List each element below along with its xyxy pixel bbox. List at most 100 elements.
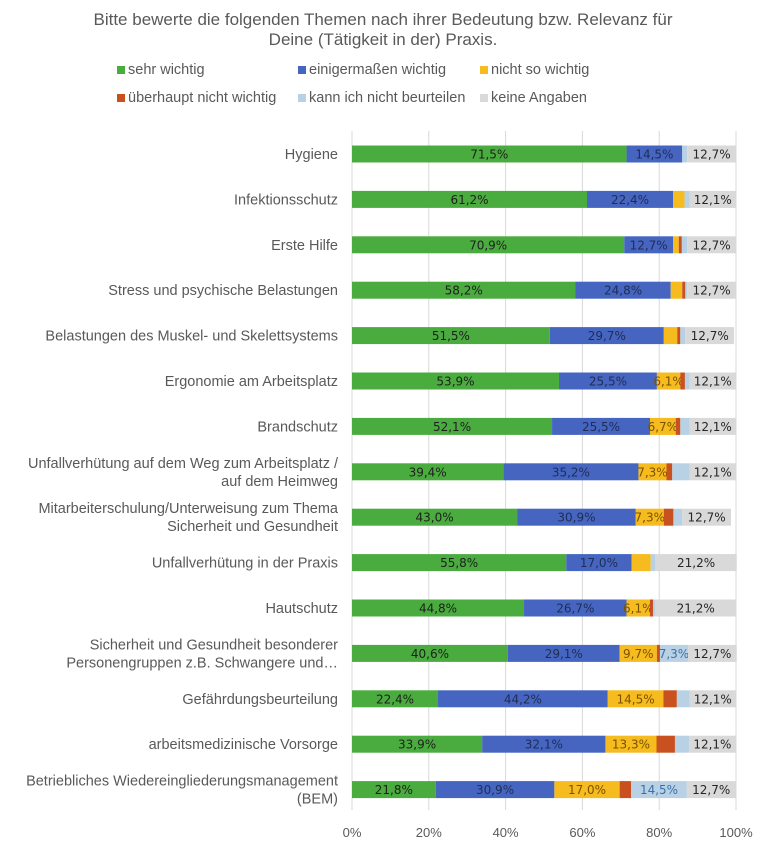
bar-segment-kann-ich-nicht-beurteilen [682,145,688,163]
data-label: 12,1% [694,375,732,389]
data-label: 17,0% [580,556,618,570]
bar-segment-nicht-so-wichtig [626,599,650,617]
bar-segment-sehr-wichtig [352,735,483,753]
bar-segment-keine-angaben [689,735,736,753]
data-label: 35,2% [552,465,590,479]
bar-segment-überhaupt-nicht-wichtig [649,599,654,617]
bar-segment-überhaupt-nicht-wichtig [656,644,660,662]
bar-segment-einigermaßen-wichtig [435,781,555,799]
legend: sehr wichtig einigermaßen wichtig nicht so… [117,62,589,106]
bar-segment-keine-angaben [655,554,737,572]
bar-segment-sehr-wichtig [352,554,567,572]
bar-segment-nicht-so-wichtig [649,417,676,435]
bar-segment-nicht-so-wichtig [670,281,683,299]
bar-segment-kann-ich-nicht-beurteilen [672,463,690,481]
bar-segment-einigermaßen-wichtig [587,190,674,208]
data-label: 7,3% [635,511,666,525]
data-label: 12,7% [630,238,668,252]
data-label: 12,7% [688,511,726,525]
category-label: auf dem Heimweg [221,474,338,490]
bar-segment-sehr-wichtig [352,644,508,662]
category-label: Unfallverhütung in der Praxis [152,556,338,572]
category-label: (BEM) [297,792,338,808]
bar-segment-einigermaßen-wichtig [626,145,683,163]
data-label: 12,7% [693,647,731,661]
bars: 71,5% 14,5% 12,7% 61,2% 22,4% 12,1% 70,9% 12,7%… [352,145,737,799]
bar-segment-keine-angaben [689,372,736,390]
legend-label: einigermaßen wichtig [309,62,446,78]
bar-segment-überhaupt-nicht-wichtig [677,327,681,345]
bar-segment-nicht-so-wichtig [635,508,664,526]
data-label: 12,7% [693,284,731,298]
legend-item-keine-angaben: keine Angaben [480,90,587,106]
bar-segment-überhaupt-nicht-wichtig [675,417,681,435]
data-label: 32,1% [525,738,563,752]
data-label: 13,3% [612,738,650,752]
data-label: 6,1% [653,375,684,389]
data-label: 14,5% [635,148,673,162]
category-label: Erste Hilfe [271,238,338,254]
bar-segment-nicht-so-wichtig [673,190,685,208]
bar-segment-kann-ich-nicht-beurteilen [684,190,690,208]
legend-label: kann ich nicht beurteilen [309,90,465,106]
bar-segment-überhaupt-nicht-wichtig [663,508,674,526]
data-label: 21,8% [375,783,413,797]
bar-segment-sehr-wichtig [352,236,625,254]
data-label: 7,3% [659,647,690,661]
legend-label: nicht so wichtig [491,62,589,78]
data-label: 29,7% [588,329,626,343]
x-tick-label: 100% [719,825,753,840]
category-labels: Hygiene Infektionsschutz Erste Hilfe Stress… [26,147,339,808]
data-label: 51,5% [432,329,470,343]
bar-segment-nicht-so-wichtig [607,690,664,708]
data-label: 12,1% [694,692,732,706]
bar-segment-keine-angaben [687,281,736,299]
data-label: 44,8% [419,602,457,616]
chart-title-line-1: Bitte bewerte die folgenden Themen nach … [94,10,673,29]
legend-swatch [480,66,488,74]
bar-segment-überhaupt-nicht-wichtig [656,735,675,753]
data-label: 43,0% [415,511,453,525]
x-axis-ticks: 0% 20% 40% 60% 80% 100% [343,825,753,840]
bar-segment-einigermaßen-wichtig [438,690,608,708]
bar-segment-einigermaßen-wichtig [517,508,636,526]
bar-segment-einigermaßen-wichtig [558,372,657,390]
category-label: Ergonomie am Arbeitsplatz [165,374,338,390]
bar-segment-keine-angaben [689,690,736,708]
bar-segment-keine-angaben [682,508,732,526]
data-label: 17,0% [568,783,606,797]
bar-segment-keine-angaben [689,190,736,208]
bar-segment-sehr-wichtig [352,190,588,208]
category-label: Sicherheit und Gesundheit besonderer [90,637,338,653]
x-tick-label: 20% [416,825,442,840]
legend-item-kann-ich-nicht-beurteilen: kann ich nicht beurteilen [298,90,465,106]
bar-segment-kann-ich-nicht-beurteilen [680,417,690,435]
data-label: 12,7% [693,238,731,252]
data-label: 21,2% [677,602,715,616]
data-label: 12,1% [693,738,731,752]
bar-segment-keine-angaben [689,417,736,435]
category-label: Personengruppen z.B. Schwangere und… [66,655,338,671]
bar-segment-nicht-so-wichtig [554,781,620,799]
legend-item-überhaupt-nicht-wichtig: überhaupt nicht wichtig [117,90,276,106]
bar-segment-kann-ich-nicht-beurteilen [684,372,690,390]
bar-segment-keine-angaben [686,781,736,799]
data-label: 40,6% [411,647,449,661]
legend-item-nicht-so-wichtig: nicht so wichtig [480,62,589,78]
bar-segment-kann-ich-nicht-beurteilen [631,781,687,799]
data-label: 12,1% [694,465,732,479]
bar-segment-überhaupt-nicht-wichtig [666,463,673,481]
chart-title-line-2: Deine (Tätigkeit in der) Praxis. [269,30,498,49]
bar-segment-keine-angaben [688,644,737,662]
legend-label: keine Angaben [491,90,587,106]
bar-segment-kann-ich-nicht-beurteilen [685,281,688,299]
data-label: 44,2% [504,692,542,706]
bar-segment-nicht-so-wichtig [619,644,657,662]
bar-segment-kann-ich-nicht-beurteilen [653,599,655,617]
bar-segment-überhaupt-nicht-wichtig [663,690,677,708]
category-label: Unfallverhütung auf dem Weg zum Arbeitsp… [28,456,339,472]
data-label: 61,2% [450,193,488,207]
bar-segment-keine-angaben [687,236,736,254]
legend-swatch [117,66,125,74]
